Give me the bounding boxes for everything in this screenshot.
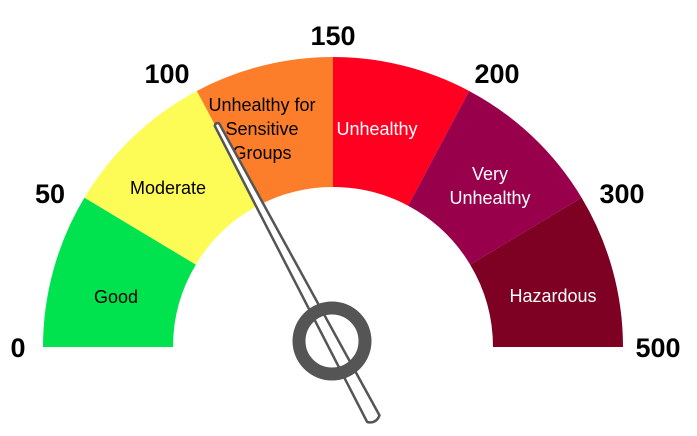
gauge-segment-label: Good [94, 287, 138, 307]
gauge-segment [84, 90, 258, 265]
gauge-tick-label: 500 [635, 333, 680, 363]
gauge-segment-label-line: Moderate [130, 178, 206, 198]
gauge-needle-group [213, 121, 381, 424]
gauge-segment-label-line: Hazardous [509, 286, 596, 306]
gauge-segment [333, 57, 470, 206]
gauge-segment-label-line: Groups [232, 143, 291, 163]
gauge-segment-label-line: Unhealthy for [208, 95, 315, 115]
gauge-segment-label: Moderate [130, 178, 206, 198]
gauge-tick-label: 100 [144, 59, 189, 89]
gauge-segment [408, 90, 582, 265]
gauge-segment-label: Unhealthy for Sensitive Groups [208, 95, 315, 163]
gauge-tick-labels: 0 50 100 150 200 300 500 [10, 21, 680, 363]
gauge-segment-label: Unhealthy [336, 119, 417, 139]
gauge-segment-label-line: Sensitive [225, 119, 298, 139]
gauge-segment [43, 197, 196, 347]
gauge-segment-label-line: Unhealthy [449, 188, 530, 208]
gauge-tick-label: 300 [599, 179, 644, 209]
gauge-segments [43, 57, 623, 347]
gauge-hub [292, 301, 372, 381]
gauge-segment-label-line: Good [94, 287, 138, 307]
gauge-tick-label: 50 [35, 179, 65, 209]
gauge-tick-label: 200 [474, 59, 519, 89]
gauge-segment [470, 197, 623, 347]
gauge-segment-label-line: Very [472, 164, 508, 184]
gauge-segment-label: Very Unhealthy [449, 164, 530, 208]
gauge-segment-label-line: Unhealthy [336, 119, 417, 139]
gauge-tick-label: 0 [10, 333, 25, 363]
gauge-segment [196, 57, 333, 206]
gauge-segment-label: Hazardous [509, 286, 596, 306]
gauge-needle [213, 121, 381, 424]
gauge-tick-label: 150 [310, 21, 355, 51]
gauge-segment-labels: Good Moderate Unhealthy for Sensitive Groups… [94, 95, 597, 307]
